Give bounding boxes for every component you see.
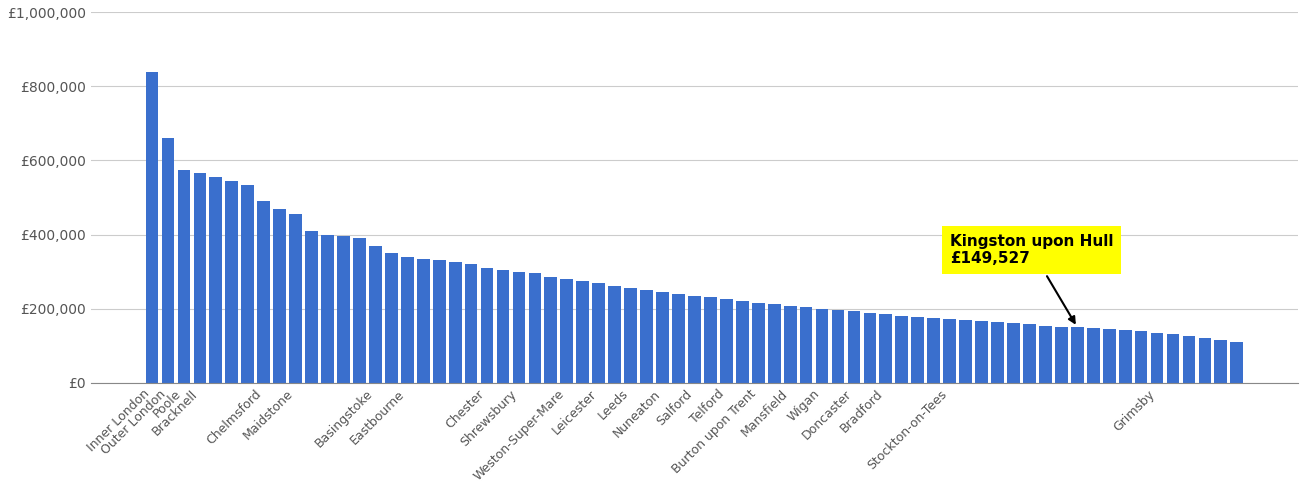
- Bar: [146, 72, 158, 383]
- Bar: [465, 264, 478, 383]
- Bar: [385, 253, 398, 383]
- Bar: [290, 214, 301, 383]
- Bar: [1039, 325, 1052, 383]
- Bar: [337, 236, 350, 383]
- Bar: [354, 238, 365, 383]
- Bar: [1151, 333, 1164, 383]
- Bar: [975, 321, 988, 383]
- Bar: [624, 288, 637, 383]
- Bar: [703, 297, 716, 383]
- Bar: [990, 322, 1004, 383]
- Bar: [162, 138, 175, 383]
- Bar: [816, 309, 829, 383]
- Bar: [401, 257, 414, 383]
- Bar: [847, 312, 860, 383]
- Bar: [1135, 331, 1147, 383]
- Bar: [1118, 330, 1131, 383]
- Bar: [305, 231, 318, 383]
- Bar: [784, 306, 796, 383]
- Bar: [767, 304, 780, 383]
- Bar: [241, 185, 254, 383]
- Bar: [513, 271, 526, 383]
- Bar: [529, 273, 542, 383]
- Bar: [608, 286, 621, 383]
- Bar: [577, 281, 589, 383]
- Bar: [800, 307, 813, 383]
- Bar: [944, 319, 957, 383]
- Bar: [736, 301, 749, 383]
- Bar: [177, 170, 191, 383]
- Bar: [672, 294, 685, 383]
- Bar: [433, 260, 445, 383]
- Bar: [1007, 323, 1019, 383]
- Bar: [544, 277, 557, 383]
- Bar: [1198, 338, 1211, 383]
- Bar: [752, 303, 765, 383]
- Bar: [831, 310, 844, 383]
- Bar: [1087, 328, 1100, 383]
- Bar: [1182, 336, 1195, 383]
- Bar: [226, 181, 239, 383]
- Bar: [210, 177, 222, 383]
- Bar: [1215, 340, 1227, 383]
- Bar: [895, 316, 908, 383]
- Text: Kingston upon Hull
£149,527: Kingston upon Hull £149,527: [950, 234, 1113, 323]
- Bar: [880, 315, 893, 383]
- Bar: [656, 292, 669, 383]
- Bar: [321, 235, 334, 383]
- Bar: [864, 313, 876, 383]
- Bar: [480, 268, 493, 383]
- Bar: [1103, 329, 1116, 383]
- Bar: [959, 320, 972, 383]
- Bar: [369, 245, 382, 383]
- Bar: [641, 290, 652, 383]
- Bar: [497, 270, 509, 383]
- Bar: [1167, 335, 1180, 383]
- Bar: [688, 295, 701, 383]
- Bar: [720, 299, 732, 383]
- Bar: [928, 318, 940, 383]
- Bar: [1023, 324, 1036, 383]
- Bar: [257, 201, 270, 383]
- Bar: [911, 317, 924, 383]
- Bar: [560, 279, 573, 383]
- Bar: [1054, 327, 1067, 383]
- Bar: [193, 173, 206, 383]
- Bar: [1231, 342, 1244, 383]
- Bar: [592, 283, 606, 383]
- Bar: [449, 262, 462, 383]
- Bar: [273, 209, 286, 383]
- Bar: [1071, 327, 1083, 383]
- Bar: [416, 259, 429, 383]
